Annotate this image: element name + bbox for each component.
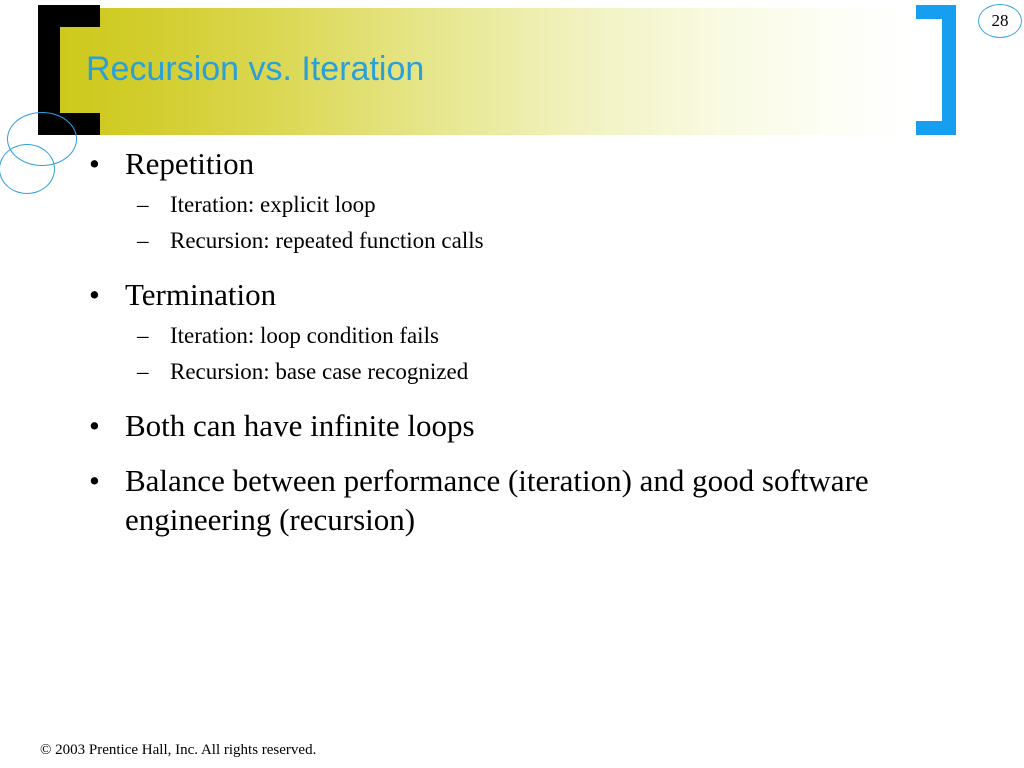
bullet-item: • Termination	[0, 275, 1024, 314]
bullet-text: Repetition	[125, 146, 255, 181]
sub-bullet-marker-icon: –	[137, 192, 149, 217]
left-bracket-vertical-bar	[38, 5, 60, 135]
sub-bullet-marker-icon: –	[137, 228, 149, 253]
spacer	[0, 451, 1024, 461]
spacer	[0, 392, 1024, 406]
sub-bullet-item: – Iteration: explicit loop	[0, 189, 1024, 220]
footer-copyright: © 2003 Prentice Hall, Inc. All rights re…	[40, 742, 317, 758]
spacer	[0, 261, 1024, 275]
sub-bullet-item: – Iteration: loop condition fails	[0, 320, 1024, 351]
right-bracket-bottom-arm	[916, 121, 956, 135]
bullet-marker-icon: •	[89, 463, 100, 498]
page-number-badge: 28	[978, 4, 1022, 38]
bullet-marker-icon: •	[89, 277, 100, 312]
right-bracket-top-arm	[916, 5, 956, 19]
title-banner	[56, 8, 956, 135]
bullet-marker-icon: •	[89, 146, 100, 181]
sub-bullet-marker-icon: –	[137, 359, 149, 384]
bullet-text: Balance between performance (iteration) …	[125, 463, 869, 537]
right-bracket-vertical-bar	[942, 5, 956, 135]
bullet-item: • Both can have infinite loops	[0, 406, 1024, 445]
sub-bullet-text: Iteration: loop condition fails	[170, 323, 439, 348]
sub-bullet-text: Iteration: explicit loop	[170, 192, 376, 217]
right-bracket-decoration	[916, 5, 956, 135]
sub-bullet-text: Recursion: repeated function calls	[170, 228, 484, 253]
slide-title: Recursion vs. Iteration	[86, 50, 425, 88]
sub-bullet-text: Recursion: base case recognized	[170, 359, 469, 384]
sub-bullet-marker-icon: –	[137, 323, 149, 348]
decorative-circle-small-icon	[0, 144, 55, 194]
sub-bullet-item: – Recursion: base case recognized	[0, 356, 1024, 387]
bullet-text: Termination	[125, 277, 277, 312]
bullet-marker-icon: •	[89, 408, 100, 443]
left-bracket-top-arm	[38, 5, 100, 27]
bullet-text: Both can have infinite loops	[125, 408, 475, 443]
sub-bullet-item: – Recursion: repeated function calls	[0, 225, 1024, 256]
bullet-item: • Balance between performance (iteration…	[0, 461, 1024, 539]
slide-body: • Repetition – Iteration: explicit loop …	[0, 144, 1024, 545]
bullet-item: • Repetition	[0, 144, 1024, 183]
